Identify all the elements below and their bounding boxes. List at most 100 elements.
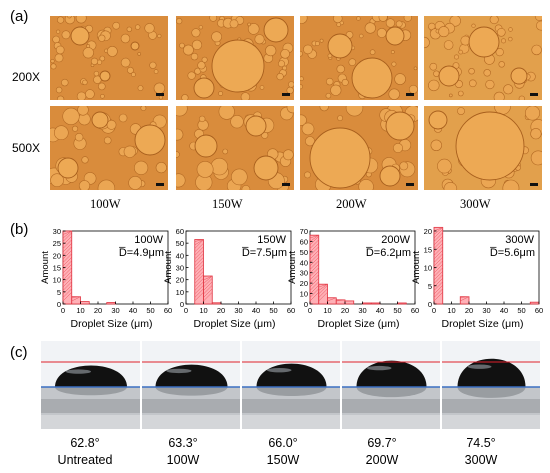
y-tick-label: 5 (428, 282, 432, 291)
bar-hatch (433, 227, 443, 235)
bar-hatch (309, 234, 319, 239)
bar-hatch (433, 257, 443, 267)
bar-hatch (62, 264, 72, 274)
bar-hatch (433, 227, 443, 232)
bar-hatch (194, 239, 204, 246)
histogram-title: 150W (257, 234, 286, 246)
bar-hatch (194, 267, 204, 277)
bar-hatch (309, 243, 319, 253)
contact-angle-300w: 74.5° (466, 436, 496, 450)
bar-hatch (318, 283, 328, 288)
x-axis-label: Droplet Size (μm) (194, 318, 276, 330)
droplet-photo-untreated (41, 341, 141, 429)
bar-hatch (62, 239, 72, 249)
bar-hatch (336, 299, 346, 302)
x-tick-label: 20 (341, 306, 349, 315)
bar-hatch (62, 232, 72, 242)
mean-droplet-size: D̅=4.9μm (118, 247, 164, 259)
histogram-150w: 0 10 20 30 40 50 60 0 10 20 30 40 50 60 Amount Droplet … (163, 226, 299, 343)
x-tick-label: 50 (146, 306, 154, 315)
bar-hatch (203, 285, 213, 295)
bar-hatch (309, 250, 319, 260)
histogram-title: 200W (381, 234, 410, 246)
histogram-200w: 0 10 20 30 40 50 60 70 0 10 20 30 40 50 60 Amount Drople… (287, 226, 423, 343)
histogram-bar (318, 283, 328, 305)
histogram-bar (529, 301, 540, 305)
x-tick-label: 30 (482, 306, 490, 315)
y-tick-label: 40 (176, 251, 184, 260)
panel-b-label: (b) (10, 221, 29, 238)
bar-hatch (460, 296, 470, 302)
bar-hatch (194, 246, 204, 256)
x-tick-label: 20 (94, 306, 102, 315)
bar-hatch (433, 271, 443, 281)
x-tick-label: 40 (500, 306, 508, 315)
sample-label-150w: 150W (266, 453, 300, 467)
bar-hatch (309, 246, 319, 256)
bar-hatch (433, 246, 443, 256)
bar-hatch (203, 281, 213, 291)
x-tick-label: 10 (323, 306, 331, 315)
bar-hatch (327, 297, 337, 302)
mean-droplet-size: D̅=6.2μm (365, 247, 411, 259)
y-axis-label: Amount (40, 251, 51, 284)
histogram-bar (106, 302, 116, 305)
histogram-bar (344, 300, 355, 305)
bar-hatch (309, 239, 319, 249)
bar-hatch (309, 292, 319, 302)
y-tick-label: 50 (176, 239, 184, 248)
x-tick-label: 10 (447, 306, 455, 315)
bar-hatch (309, 260, 319, 270)
x-tick-label: 60 (535, 306, 543, 315)
panel-a-label: (a) (10, 8, 29, 25)
x-tick-label: 30 (234, 306, 242, 315)
bar-hatch (433, 232, 443, 242)
histogram-bar (194, 239, 204, 305)
column-label-150w: 150W (212, 197, 243, 211)
column-label-100w: 100W (90, 197, 121, 211)
bar-hatch (309, 236, 319, 246)
x-tick-label: 60 (164, 306, 172, 315)
bar-hatch (433, 253, 443, 263)
histogram-title: 300W (505, 234, 534, 246)
bar-hatch (62, 288, 72, 298)
y-tick-label: 30 (53, 227, 61, 236)
bar-hatch (194, 243, 204, 253)
x-tick-label: 40 (252, 306, 260, 315)
y-tick-label: 30 (176, 264, 184, 273)
bar-hatch (62, 253, 72, 263)
y-tick-label: 15 (424, 245, 432, 254)
bar-hatch (309, 285, 319, 295)
contact-angle-100w: 63.3° (168, 436, 198, 450)
y-tick-label: 5 (57, 288, 61, 297)
y-tick-label: 0 (428, 300, 432, 309)
bar-hatch (62, 260, 72, 270)
y-tick-label: 20 (53, 251, 61, 260)
x-tick-label: 20 (217, 306, 225, 315)
micrograph-500x-200w (300, 106, 418, 190)
bar-hatch (318, 283, 328, 291)
bar-hatch (194, 281, 204, 291)
bar-hatch (62, 257, 72, 267)
histogram-bar (309, 234, 320, 305)
y-tick-label: 10 (53, 276, 61, 285)
micrograph-200x-100w (50, 16, 168, 100)
y-tick-label: 20 (424, 227, 432, 236)
bar-hatch (194, 285, 204, 295)
column-label-200w: 200W (336, 197, 367, 211)
histogram-bar (80, 301, 90, 305)
sample-label-untreated: Untreated (57, 453, 113, 467)
bar-hatch (309, 288, 319, 298)
bar-hatch (194, 264, 204, 274)
bar-hatch (194, 260, 204, 270)
mean-droplet-size: D̅=5.6μm (489, 247, 535, 259)
bar-hatch (71, 296, 81, 298)
y-tick-label: 20 (300, 279, 308, 288)
micrograph-500x-100w (50, 106, 168, 190)
droplet-photo-150w (242, 341, 341, 429)
bar-hatch (318, 285, 328, 295)
bar-hatch (309, 271, 319, 281)
bar-hatch (62, 243, 72, 253)
bar-hatch (318, 292, 328, 302)
sample-label-300w: 300W (464, 453, 498, 467)
